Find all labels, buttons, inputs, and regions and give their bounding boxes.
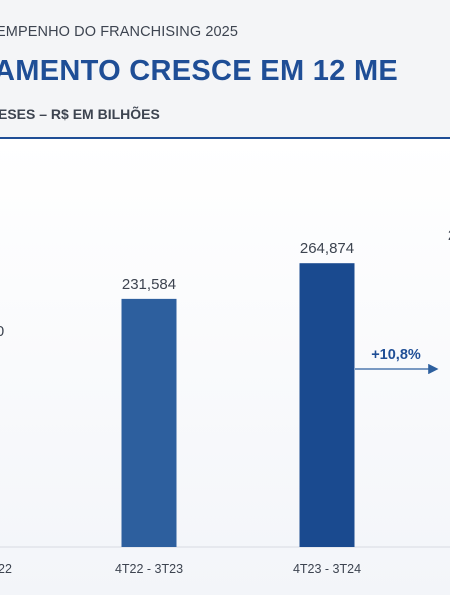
growth-label: +10,8%	[371, 347, 421, 363]
partial-value-left: 0	[0, 323, 4, 340]
bar-chart: 231,584 4T22 - 3T23 264,874 4T23 - 3T24 +10,…	[0, 227, 450, 576]
bar-1	[121, 298, 177, 547]
category-label-2: 4T23 - 3T24	[293, 562, 361, 576]
chart-subtitle: ESES – R$ EM BILHÕES	[0, 106, 160, 122]
header-kicker: EMPENHO DO FRANCHISING 2025	[0, 24, 238, 40]
category-label-1: 4T22 - 3T23	[115, 562, 183, 576]
chart-header: EMPENHO DO FRANCHISING 2025 AMENTO CRESC…	[0, 0, 450, 139]
value-label-1: 231,584	[122, 276, 176, 293]
value-label-2: 264,874	[300, 240, 354, 257]
partial-value-right: 2	[448, 227, 450, 244]
partial-category-left: 22	[0, 562, 12, 576]
chart-title: AMENTO CRESCE EM 12 ME	[0, 55, 399, 87]
chart-area: 231,584 4T22 - 3T23 264,874 4T23 - 3T24 +10,…	[0, 139, 450, 595]
bar-2	[299, 263, 355, 547]
